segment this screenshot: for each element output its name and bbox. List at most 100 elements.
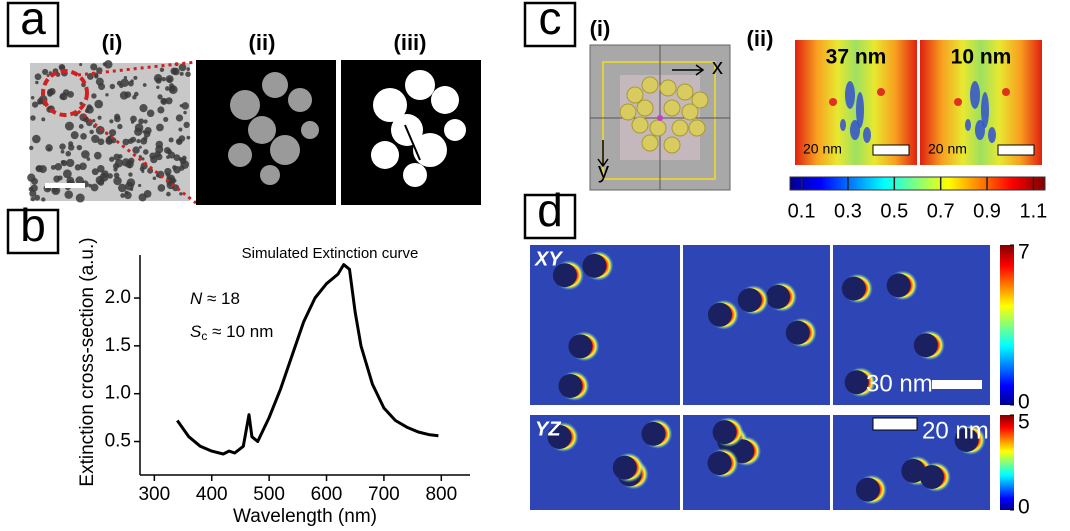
particle <box>167 77 172 82</box>
particle <box>183 122 189 128</box>
particle <box>109 157 114 162</box>
nanoparticle-mask <box>444 119 466 141</box>
particle <box>166 192 171 197</box>
particle <box>105 93 108 96</box>
particle <box>68 144 74 150</box>
particle <box>169 86 175 92</box>
particle <box>144 131 151 138</box>
subpanel-label: (ii) <box>747 26 774 51</box>
row-label: XY <box>534 248 563 270</box>
nanoparticle <box>262 72 288 98</box>
field-feature <box>970 81 980 109</box>
subpanel-label: (iii) <box>394 30 427 55</box>
particle <box>128 138 134 144</box>
particle <box>38 101 41 104</box>
particle <box>130 116 137 123</box>
sphere <box>664 100 680 116</box>
annotation-text: ≈ 18 <box>202 289 240 308</box>
particle <box>158 184 166 192</box>
particle <box>30 115 36 121</box>
particle <box>80 133 87 140</box>
particle <box>118 154 123 159</box>
scale-bar <box>45 183 85 188</box>
particle <box>45 144 52 151</box>
particle <box>157 106 164 113</box>
field-map <box>683 415 830 510</box>
particle <box>156 86 159 89</box>
particle <box>143 119 147 123</box>
x-tick-label: 300 <box>138 484 170 505</box>
sphere <box>620 104 636 120</box>
particle <box>79 63 82 66</box>
particle <box>842 277 866 301</box>
particle <box>75 164 81 170</box>
particle <box>172 68 180 76</box>
particle <box>766 285 790 309</box>
particle <box>172 179 176 183</box>
particle <box>61 160 66 165</box>
colorbar <box>1000 245 1014 405</box>
particle <box>98 138 105 145</box>
nanoparticle <box>288 88 312 112</box>
particle <box>29 190 36 197</box>
particle <box>160 68 164 72</box>
nanoparticle-mask <box>371 141 399 169</box>
particle <box>139 104 147 112</box>
particle <box>31 96 34 99</box>
axis-name: y <box>598 158 609 183</box>
particle <box>155 145 163 153</box>
annotation: N ≈ 18 <box>190 289 240 308</box>
particle <box>149 153 156 160</box>
particle <box>113 168 117 172</box>
colorbar-tick-label: 0 <box>1018 496 1030 519</box>
particle <box>32 135 41 144</box>
annotation-symbol: S <box>190 322 202 341</box>
chart-title: Simulated Extinction curve <box>242 245 419 262</box>
particle <box>76 194 85 203</box>
particle <box>87 157 91 161</box>
particle <box>136 139 140 143</box>
source <box>657 115 663 121</box>
particle <box>35 81 38 84</box>
particle <box>165 86 170 91</box>
sphere <box>627 87 643 103</box>
particle <box>35 73 42 80</box>
sphere <box>637 100 653 116</box>
x-tick-label: 500 <box>253 484 285 505</box>
particle <box>90 63 97 70</box>
particle <box>856 478 880 502</box>
colorbar-tick-label: 1.1 <box>1020 200 1048 222</box>
nanoparticle-mask <box>413 133 447 167</box>
scale-label: 30 nm <box>866 370 933 397</box>
particle <box>134 128 142 136</box>
row-label: YZ <box>535 418 561 440</box>
particle <box>64 190 73 199</box>
particle <box>180 72 184 76</box>
particle <box>97 165 104 172</box>
particle <box>29 146 33 150</box>
particle <box>568 334 592 358</box>
particle <box>51 165 56 170</box>
x-tick-label: 400 <box>196 484 228 505</box>
particle <box>36 166 41 171</box>
colorbar-tick-label: 5 <box>1018 411 1030 434</box>
particle <box>109 119 113 123</box>
particle <box>41 117 45 121</box>
particle <box>140 138 147 145</box>
axis-name: x <box>712 54 723 79</box>
particle <box>186 67 190 71</box>
y-axis-label: Extinction cross-section (a.u.) <box>77 237 98 486</box>
particle <box>153 177 157 181</box>
particle <box>887 273 911 297</box>
particle <box>143 83 147 87</box>
particle <box>169 137 174 142</box>
particle <box>920 465 944 489</box>
particle <box>66 159 74 167</box>
particle <box>176 138 183 145</box>
x-tick-label: 700 <box>368 484 400 505</box>
sphere <box>650 120 666 136</box>
sphere <box>689 120 705 136</box>
particle <box>132 95 136 99</box>
colorbar <box>790 177 1045 190</box>
particle <box>128 172 132 176</box>
